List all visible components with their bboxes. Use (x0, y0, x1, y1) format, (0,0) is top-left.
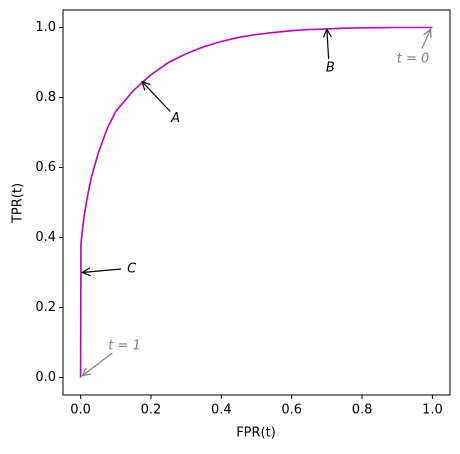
annotation-arrow (421, 29, 431, 49)
annotation-arrow (142, 82, 171, 112)
annotation-arrow (82, 269, 122, 273)
x-tick-label: 0.2 (141, 403, 162, 418)
roc-curve (79, 26, 433, 378)
annotation-arrow (82, 352, 113, 376)
y-tick-label: 0.4 (35, 230, 56, 245)
annotation-label: t = 0 (397, 52, 430, 67)
annotation-label: A (170, 111, 180, 126)
x-tick-label: 0.6 (281, 403, 302, 418)
y-axis-label: TPR(t) (11, 183, 26, 224)
x-tick-label: 1.0 (422, 403, 443, 418)
x-axis-label: FPR(t) (236, 426, 276, 441)
y-tick-label: 1.0 (35, 20, 56, 35)
y-tick-label: 0.8 (35, 90, 56, 105)
x-tick-label: 0.0 (70, 403, 91, 418)
annotation-label: B (326, 60, 335, 75)
x-tick-label: 0.4 (211, 403, 232, 418)
annotation-label: t = 1 (108, 339, 141, 354)
y-tick-label: 0.0 (35, 370, 56, 385)
y-tick-label: 0.2 (35, 300, 56, 315)
y-tick-label: 0.6 (35, 160, 56, 175)
annotation-arrow (327, 29, 329, 60)
x-tick-label: 0.8 (352, 403, 373, 418)
plot-frame (62, 9, 451, 396)
annotation-label: C (127, 262, 137, 277)
